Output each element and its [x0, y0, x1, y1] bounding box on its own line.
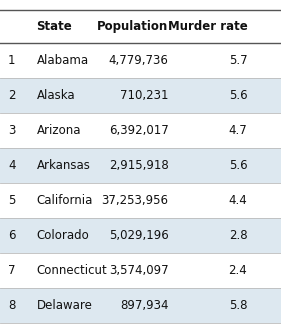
- Text: 4,779,736: 4,779,736: [109, 54, 169, 67]
- Text: 7: 7: [8, 264, 15, 277]
- FancyBboxPatch shape: [0, 288, 281, 323]
- Text: 8: 8: [8, 299, 15, 313]
- Text: 1: 1: [8, 54, 15, 67]
- Text: 5,029,196: 5,029,196: [109, 229, 169, 242]
- Text: Colorado: Colorado: [37, 229, 89, 242]
- Text: Alaska: Alaska: [37, 89, 75, 102]
- Text: 5.6: 5.6: [229, 89, 247, 102]
- Text: 4.4: 4.4: [228, 194, 247, 207]
- Text: 897,934: 897,934: [120, 299, 169, 313]
- Text: 3,574,097: 3,574,097: [109, 264, 169, 277]
- Text: 5: 5: [8, 194, 15, 207]
- FancyBboxPatch shape: [0, 43, 281, 78]
- Text: 6: 6: [8, 229, 15, 242]
- Text: Delaware: Delaware: [37, 299, 92, 313]
- Text: 4.7: 4.7: [228, 124, 247, 137]
- Text: 6,392,017: 6,392,017: [109, 124, 169, 137]
- Text: 2.8: 2.8: [229, 229, 247, 242]
- Text: 5.7: 5.7: [229, 54, 247, 67]
- FancyBboxPatch shape: [0, 113, 281, 148]
- Text: 5.8: 5.8: [229, 299, 247, 313]
- Text: 4: 4: [8, 159, 15, 172]
- Text: Murder rate: Murder rate: [167, 20, 247, 33]
- FancyBboxPatch shape: [0, 183, 281, 218]
- Text: Alabama: Alabama: [37, 54, 89, 67]
- Text: State: State: [37, 20, 72, 33]
- Text: Arkansas: Arkansas: [37, 159, 90, 172]
- Text: Population: Population: [97, 20, 169, 33]
- FancyBboxPatch shape: [0, 218, 281, 253]
- Text: 3: 3: [8, 124, 15, 137]
- Text: California: California: [37, 194, 93, 207]
- Text: 2,915,918: 2,915,918: [109, 159, 169, 172]
- FancyBboxPatch shape: [0, 78, 281, 113]
- Text: 710,231: 710,231: [120, 89, 169, 102]
- Text: Arizona: Arizona: [37, 124, 81, 137]
- Text: 5.6: 5.6: [229, 159, 247, 172]
- Text: Connecticut: Connecticut: [37, 264, 107, 277]
- FancyBboxPatch shape: [0, 148, 281, 183]
- Text: 2.4: 2.4: [228, 264, 247, 277]
- Text: 2: 2: [8, 89, 15, 102]
- Text: 37,253,956: 37,253,956: [102, 194, 169, 207]
- FancyBboxPatch shape: [0, 253, 281, 288]
